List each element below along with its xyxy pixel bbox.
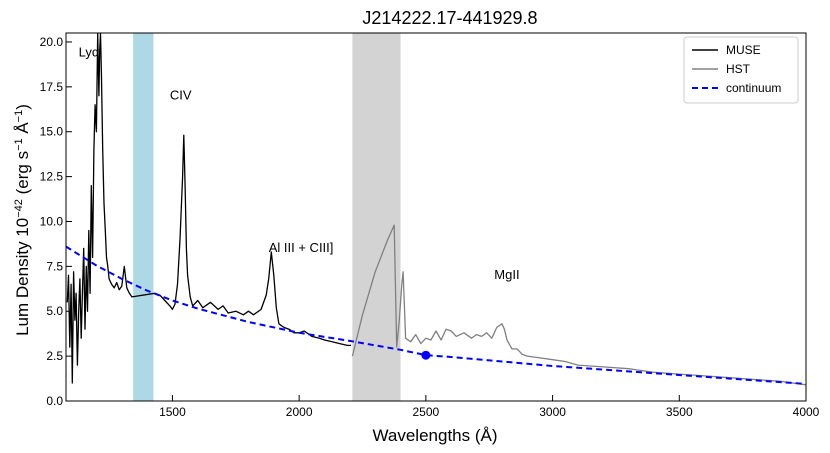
legend-label-muse: MUSE — [726, 43, 761, 57]
y-tick-label: 20.0 — [40, 35, 64, 49]
y-tick-label: 0.0 — [46, 394, 63, 408]
x-tick-label: 1500 — [159, 405, 186, 419]
series-line-muse — [66, 33, 352, 384]
x-tick-label: 3000 — [539, 405, 566, 419]
plot-frame — [65, 32, 807, 402]
x-tick-label: 4000 — [793, 405, 820, 419]
annotation-label: MgII — [494, 267, 519, 282]
y-tick-label: 5.0 — [46, 304, 63, 318]
y-tick-label: 12.5 — [40, 170, 64, 184]
series-line-continuum — [66, 245, 806, 385]
x-axis-label: Wavelengths (Å) — [372, 426, 497, 445]
shaded-region-1 — [133, 33, 154, 401]
legend-box — [683, 36, 799, 104]
y-tick-label: 17.5 — [40, 80, 64, 94]
y-tick-label: 7.5 — [46, 259, 63, 273]
annotation-label: CIV — [170, 87, 192, 102]
legend-label-continuum: continuum — [726, 81, 781, 95]
legend-label-hst: HST — [726, 62, 751, 76]
y-tick-label: 10.0 — [40, 214, 64, 228]
annotation-label: Lyα — [79, 44, 100, 59]
y-axis-label: Lum Density 10−42 (erg s−1 Å−1) — [13, 104, 32, 336]
annotation-label: Al III + CIII] — [269, 240, 334, 255]
x-tick-label: 3500 — [666, 405, 693, 419]
series-line-hst — [351, 224, 806, 386]
continuum-marker — [421, 350, 431, 360]
y-tick-label: 15.0 — [40, 125, 64, 139]
shaded-region-2 — [352, 33, 401, 401]
y-tick-label: 2.5 — [46, 349, 63, 363]
chart-title: J214222.17-441929.8 — [362, 8, 537, 28]
x-tick-label: 2500 — [413, 405, 440, 419]
x-tick-label: 2000 — [286, 405, 313, 419]
